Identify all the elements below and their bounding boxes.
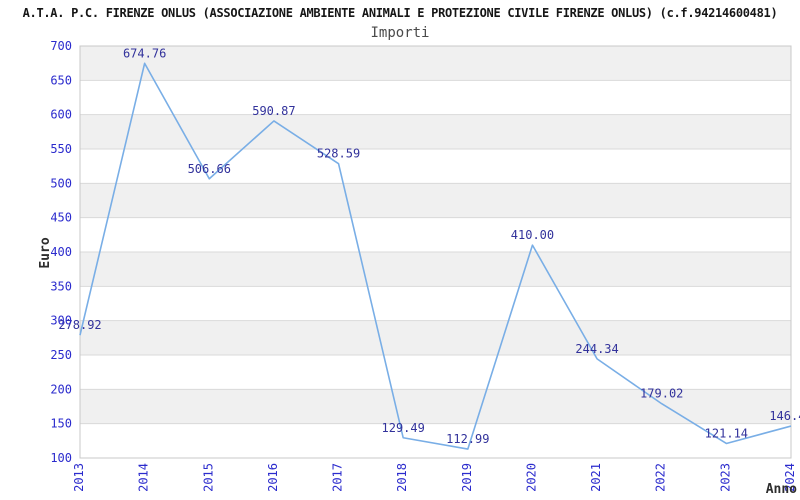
plot-border [79, 45, 792, 459]
grid-stripe [80, 46, 791, 81]
y-tick-label: 150 [50, 417, 72, 431]
x-tick-label: 2015 [201, 463, 215, 492]
y-tick-label: 300 [50, 314, 72, 328]
x-tick-label: 2017 [331, 463, 345, 492]
y-tick-label: 550 [50, 142, 72, 156]
data-point-label: 528.59 [317, 147, 360, 161]
grid-stripe [80, 252, 791, 287]
data-point-label: 179.02 [640, 387, 683, 401]
x-tick-label: 2020 [524, 463, 538, 492]
data-point-label: 112.99 [446, 432, 489, 446]
grid-stripe [80, 183, 791, 218]
x-tick-label: 2019 [460, 463, 474, 492]
y-tick-label: 650 [50, 73, 72, 87]
y-tick-label: 700 [50, 39, 72, 53]
y-tick-label: 250 [50, 348, 72, 362]
y-axis-title: Euro [38, 237, 53, 268]
y-tick-label: 500 [50, 176, 72, 190]
data-point-label: 506.66 [188, 162, 231, 176]
chart-title: A.T.A. P.C. FIRENZE ONLUS (ASSOCIAZIONE … [22, 6, 778, 20]
series-line [79, 62, 792, 450]
y-tick-label: 200 [50, 382, 72, 396]
data-point-label: 590.87 [252, 104, 295, 118]
data-point-label: 146.49 [769, 409, 800, 423]
x-tick-label: 2021 [589, 463, 603, 492]
chart-subtitle: Importi [370, 25, 430, 41]
x-tick-label: 2018 [395, 463, 409, 492]
y-tick-label: 400 [50, 245, 72, 259]
y-tick-label: 450 [50, 211, 72, 225]
x-tick-label: 2022 [654, 463, 668, 492]
x-axis-title: Anno [766, 482, 797, 497]
grid-stripe [80, 389, 791, 424]
x-tick-label: 2013 [72, 463, 86, 492]
data-point-label: 244.34 [575, 342, 618, 356]
y-tick-label: 100 [50, 451, 72, 465]
data-point-label: 121.14 [705, 426, 748, 440]
data-point-label: 410.00 [511, 228, 554, 242]
y-tick-label: 350 [50, 279, 72, 293]
grid-stripe [80, 114, 791, 149]
data-point-label: 674.76 [123, 46, 166, 60]
x-tick-label: 2024 [783, 463, 797, 492]
data-point-label: 129.49 [382, 421, 425, 435]
x-tick-label: 2016 [266, 463, 280, 492]
x-tick-label: 2023 [718, 463, 732, 492]
grid-stripe [80, 320, 791, 355]
x-tick-label: 2014 [137, 463, 151, 492]
y-tick-label: 600 [50, 108, 72, 122]
data-point-label: 278.92 [58, 318, 101, 332]
